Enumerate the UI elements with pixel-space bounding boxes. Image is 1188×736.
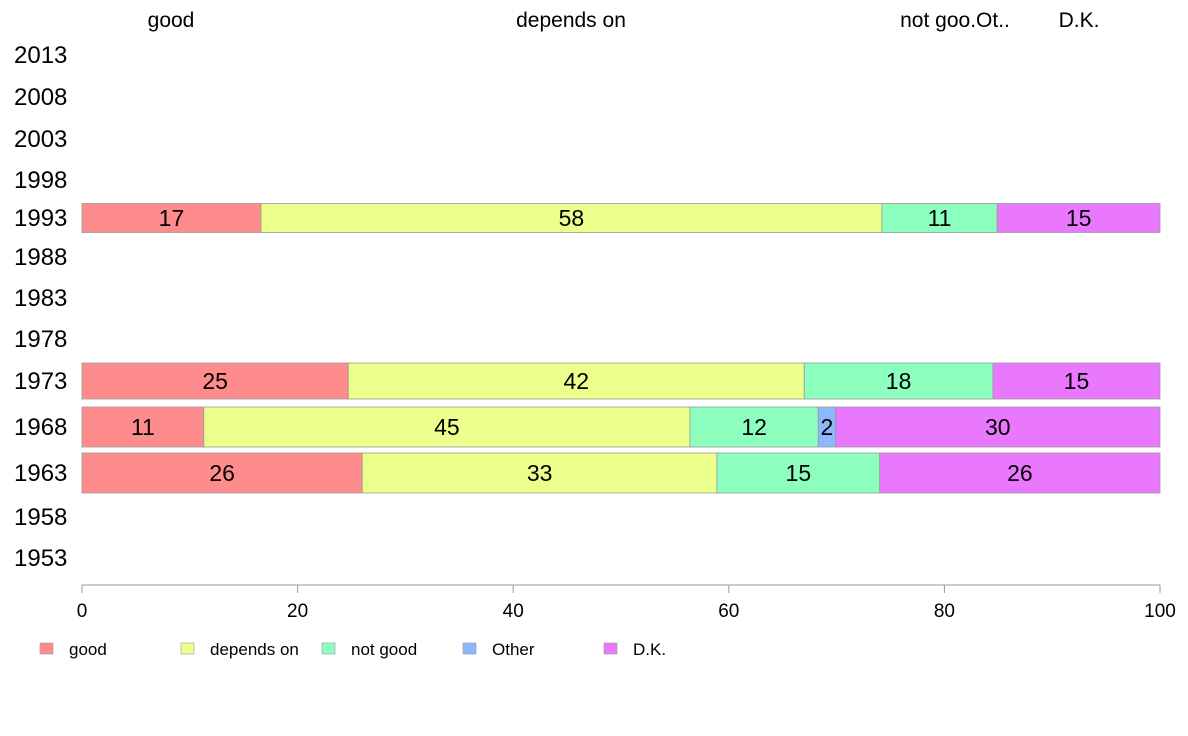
bar-value-label: 2 xyxy=(820,414,833,440)
legend-label: depends on xyxy=(210,640,299,659)
year-label: 2008 xyxy=(14,84,67,111)
bar-segment xyxy=(716,452,881,494)
bar-segment xyxy=(361,452,718,494)
bar-value-label: 11 xyxy=(928,205,952,231)
legend-swatch xyxy=(603,642,618,655)
bar-value-label: 15 xyxy=(786,460,812,486)
bar-segment xyxy=(81,203,262,233)
bar-segment xyxy=(81,452,363,494)
bar-segment xyxy=(835,406,1161,448)
legend-label: Other xyxy=(492,640,535,659)
bar-value-label: 17 xyxy=(159,205,185,231)
bar-value-label: 15 xyxy=(1064,368,1090,394)
legend-label: D.K. xyxy=(633,640,666,659)
bar-value-label: 42 xyxy=(563,368,589,394)
year-label: 1953 xyxy=(14,545,67,572)
x-tick-label: 20 xyxy=(287,601,308,622)
bar-segment xyxy=(81,406,205,448)
x-tick-label: 40 xyxy=(503,601,524,622)
year-label: 1988 xyxy=(14,244,67,271)
year-label: 1998 xyxy=(14,167,67,194)
x-tick-label: 60 xyxy=(718,601,739,622)
legend-swatch xyxy=(462,642,477,655)
bar-value-label: 18 xyxy=(886,368,912,394)
top-category-label: D.K. xyxy=(1059,9,1100,32)
year-label: 2013 xyxy=(14,42,67,69)
year-label: 2003 xyxy=(14,126,67,153)
bar-value-label: 58 xyxy=(559,205,585,231)
bar-value-label: 45 xyxy=(434,414,460,440)
bar-value-label: 25 xyxy=(202,368,228,394)
top-category-label: depends on xyxy=(516,9,626,32)
x-tick-label: 100 xyxy=(1144,601,1176,622)
x-tick-label: 0 xyxy=(77,601,88,622)
year-label: 1958 xyxy=(14,504,67,531)
legend-swatch xyxy=(180,642,195,655)
legend-swatch xyxy=(39,642,54,655)
bar-segment xyxy=(879,452,1161,494)
year-label: 1963 xyxy=(14,460,67,487)
legend-label: good xyxy=(69,640,107,659)
bar-value-label: 26 xyxy=(209,460,235,486)
bar-segment xyxy=(81,362,349,400)
bar-value-label: 11 xyxy=(131,414,155,440)
bar-segment xyxy=(996,203,1161,233)
legend-label: not good xyxy=(351,640,417,659)
bar-value-label: 26 xyxy=(1007,460,1033,486)
year-label: 1973 xyxy=(14,368,67,395)
bar-segment xyxy=(803,362,994,400)
year-label: 1983 xyxy=(14,285,67,312)
bar-segment xyxy=(260,203,883,233)
bar-segment xyxy=(881,203,998,233)
bar-value-label: 33 xyxy=(527,460,553,486)
top-category-label: good xyxy=(148,9,195,32)
bar-value-label: 15 xyxy=(1066,205,1092,231)
x-tick-label: 80 xyxy=(934,601,955,622)
bar-value-label: 12 xyxy=(741,414,767,440)
bar-segment xyxy=(992,362,1161,400)
top-category-label: not goo.Ot.. xyxy=(900,9,1010,32)
year-label: 1968 xyxy=(14,414,67,441)
year-label: 1978 xyxy=(14,326,67,353)
legend-swatch xyxy=(321,642,336,655)
year-label: 1993 xyxy=(14,205,67,232)
bar-segment xyxy=(203,406,691,448)
bar-segment xyxy=(347,362,805,400)
bar-value-label: 30 xyxy=(985,414,1011,440)
